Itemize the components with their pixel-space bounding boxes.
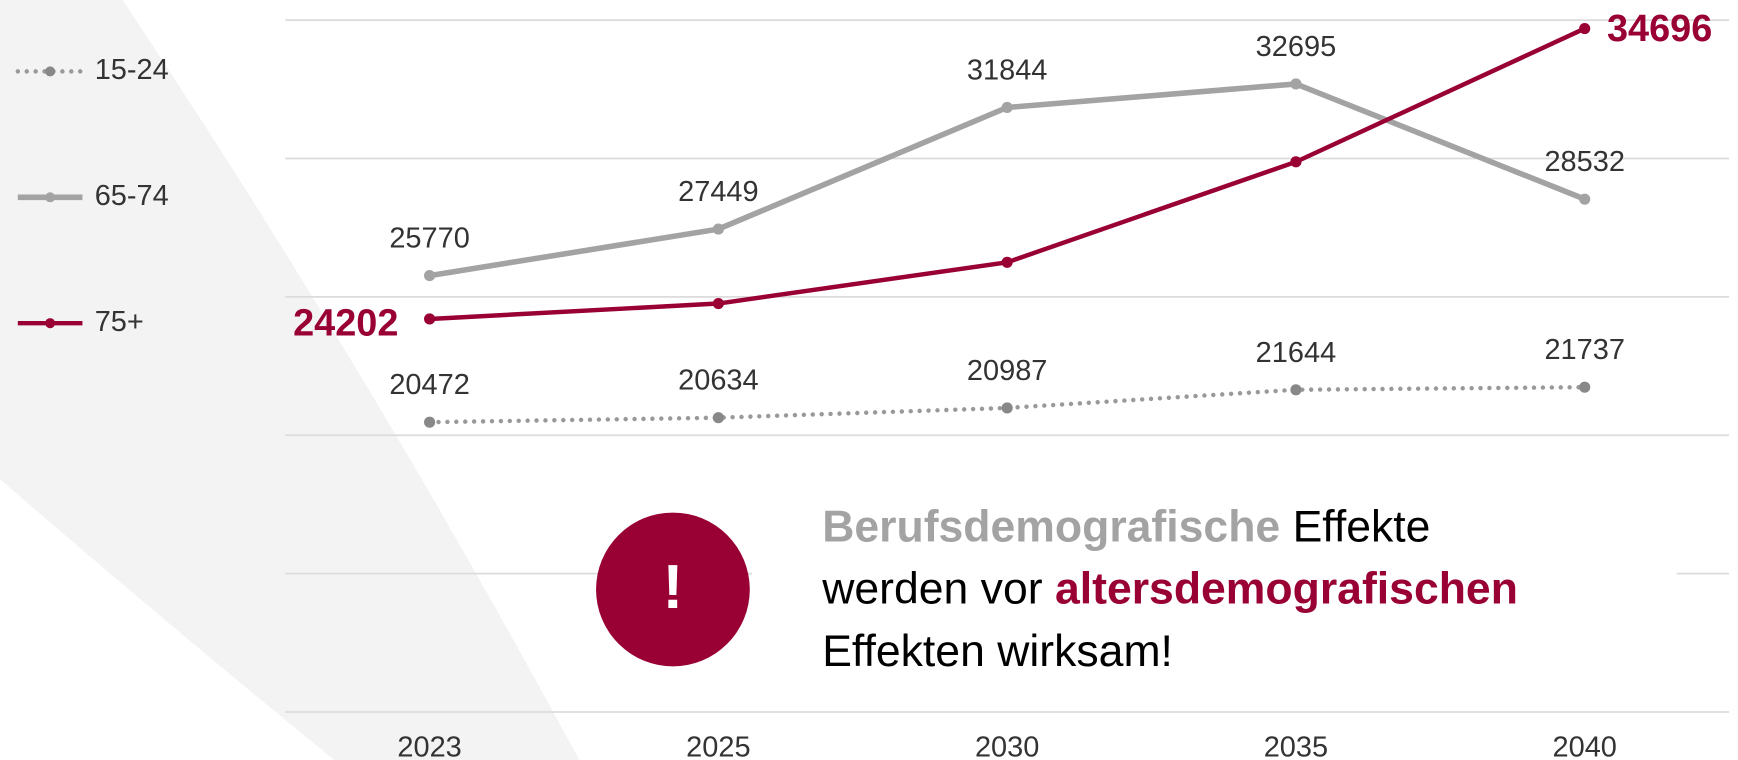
x-tick-label: 2030	[975, 731, 1039, 760]
annotation-part: Effekten wirksam!	[822, 627, 1173, 676]
legend-label: 75+	[95, 306, 144, 338]
data-point	[1290, 78, 1302, 90]
annotation-part: Effekte	[1280, 502, 1430, 551]
data-point	[424, 270, 436, 282]
data-point	[1001, 402, 1013, 414]
data-label: 21644	[1256, 337, 1337, 369]
legend-marker	[45, 192, 56, 203]
data-label: 32695	[1256, 31, 1337, 63]
background-arc	[0, 0, 580, 760]
data-label: 20472	[389, 369, 470, 401]
annotation-part: werden vor	[821, 564, 1055, 613]
data-point	[712, 297, 724, 310]
x-tick-label: 2040	[1552, 731, 1616, 760]
data-point	[424, 416, 436, 428]
data-point	[1579, 381, 1591, 393]
annotation-text: werden vor altersdemografischen	[821, 564, 1518, 613]
legend-marker	[45, 66, 56, 77]
data-point	[424, 313, 436, 325]
data-point	[1290, 384, 1302, 396]
annotation-part: Berufsdemografische	[822, 502, 1280, 551]
annotation-icon	[596, 512, 750, 667]
annotation-part: altersdemografischen	[1055, 564, 1518, 613]
annotation-text: Berufsdemografische Effekte	[822, 502, 1430, 551]
data-label: 21737	[1544, 334, 1625, 366]
data-point	[1579, 193, 1591, 205]
x-tick-label: 2025	[686, 731, 750, 760]
data-point	[1579, 22, 1591, 35]
annotation-text: Effekten wirksam!	[822, 627, 1173, 676]
data-label: 25770	[389, 223, 470, 255]
annotation-box	[752, 495, 1677, 686]
data-label: 34696	[1607, 8, 1712, 50]
data-label: 20634	[678, 365, 759, 397]
legend-label: 65-74	[95, 180, 169, 212]
x-tick-label: 2023	[397, 731, 461, 760]
data-label: 24202	[293, 303, 398, 345]
legend-label: 15-24	[95, 54, 169, 86]
data-label: 31844	[967, 54, 1048, 86]
x-tick-label: 2035	[1264, 731, 1328, 760]
data-label: 28532	[1544, 146, 1625, 178]
data-point	[712, 412, 724, 424]
data-point	[712, 223, 724, 235]
data-label: 20987	[967, 355, 1048, 387]
data-point	[1001, 256, 1013, 268]
legend-marker	[45, 318, 56, 329]
data-point	[1290, 156, 1302, 168]
data-point	[1001, 101, 1013, 114]
annotation-icon-text: !	[663, 553, 684, 622]
data-label: 27449	[678, 176, 759, 208]
